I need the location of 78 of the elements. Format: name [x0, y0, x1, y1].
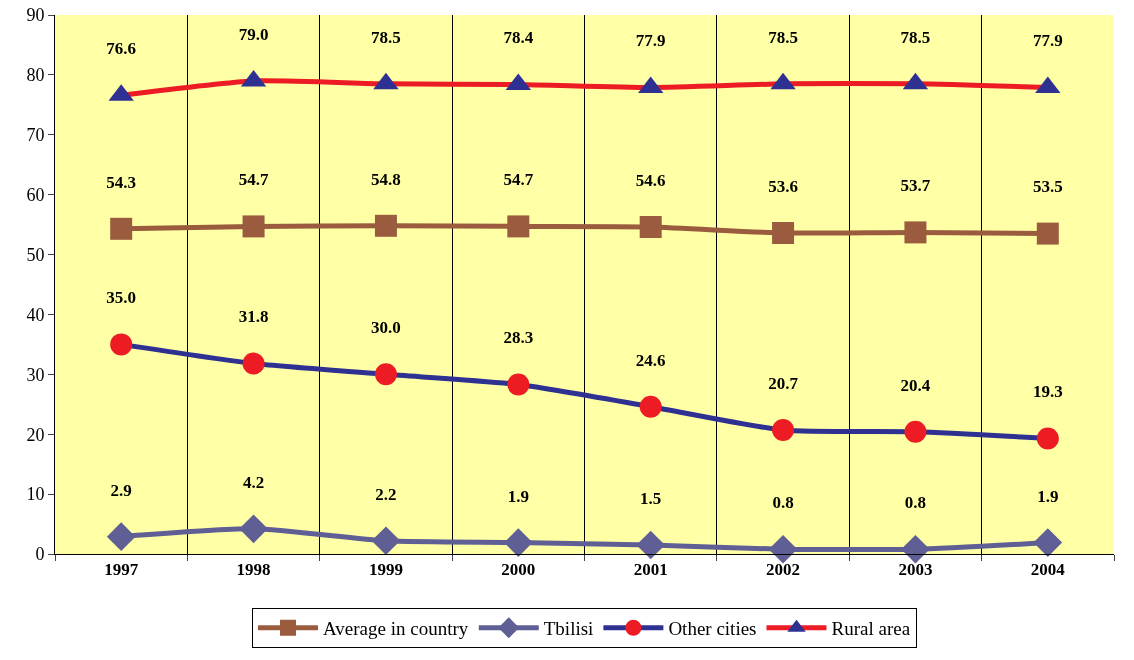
data-label: 77.9 — [1032, 31, 1063, 51]
y-tick-label: 60 — [26, 184, 45, 205]
data-label: 54.3 — [106, 172, 137, 192]
y-tick-label: 70 — [26, 125, 45, 146]
point — [374, 363, 397, 386]
data-label: 20.7 — [768, 373, 799, 393]
point — [636, 530, 665, 560]
data-label: 54.7 — [238, 170, 269, 190]
data-label: 77.9 — [635, 31, 666, 51]
data-label: 54.7 — [503, 170, 534, 190]
x-tick-label: 1997 — [104, 560, 139, 580]
point — [371, 526, 401, 556]
data-label: 1.9 — [507, 486, 529, 506]
data-label: 78.4 — [503, 28, 534, 48]
data-label: 53.7 — [900, 176, 931, 196]
y-tick-label: 10 — [26, 484, 45, 505]
data-label: 78.5 — [768, 27, 798, 47]
data-label: 0.8 — [772, 493, 794, 513]
point — [639, 216, 662, 239]
data-label: 53.5 — [1032, 177, 1063, 197]
data-label: 1.5 — [640, 488, 662, 508]
point — [772, 222, 795, 244]
y-tick-label: 40 — [26, 304, 45, 325]
point — [507, 215, 530, 238]
point — [901, 534, 930, 564]
point — [239, 514, 268, 544]
point — [772, 419, 795, 442]
y-tick-label: 90 — [26, 5, 45, 26]
point — [110, 217, 133, 240]
point — [374, 214, 397, 237]
data-label: 1.9 — [1037, 486, 1059, 506]
y-tick-label: 50 — [26, 244, 45, 265]
legend-label: Tbilisi — [543, 618, 594, 640]
data-label: 2.2 — [375, 484, 397, 504]
x-tick-label: 2002 — [766, 560, 801, 580]
point — [1036, 427, 1059, 450]
data-label: 28.3 — [503, 328, 534, 348]
x-tick-label: 1999 — [368, 560, 403, 580]
data-label: 35.0 — [106, 288, 137, 308]
data-label: 78.5 — [900, 27, 931, 47]
x-tick-label: 2001 — [633, 560, 668, 580]
data-label: 20.4 — [900, 375, 931, 395]
data-label: 4.2 — [242, 472, 265, 492]
data-label: 31.8 — [238, 307, 269, 327]
point — [106, 522, 136, 551]
point — [504, 528, 533, 557]
point — [904, 420, 927, 443]
data-label: 76.6 — [106, 39, 137, 59]
data-label: 54.8 — [371, 169, 401, 189]
data-label: 79.0 — [238, 24, 269, 44]
data-label: 30.0 — [371, 318, 401, 338]
legend-label: Rural area — [831, 618, 911, 640]
point — [242, 215, 265, 238]
data-label: 24.6 — [635, 350, 666, 370]
data-label: 2.9 — [110, 480, 132, 500]
point — [1033, 528, 1063, 557]
data-label: 53.6 — [768, 176, 798, 196]
data-label: 54.6 — [635, 170, 666, 190]
data-label: 78.5 — [371, 27, 401, 47]
x-tick-label: 2004 — [1030, 560, 1066, 580]
point — [768, 534, 798, 564]
point — [507, 373, 530, 396]
point — [110, 333, 133, 356]
y-tick-label: 80 — [26, 65, 45, 86]
x-tick-label: 1998 — [236, 560, 271, 580]
x-tick-label: 2000 — [501, 560, 536, 580]
point — [1036, 222, 1059, 245]
x-tick-label: 2003 — [898, 560, 933, 580]
legend-label: Other cities — [668, 618, 757, 640]
point — [639, 395, 662, 418]
data-label: 0.8 — [904, 493, 927, 513]
y-tick-label: 0 — [35, 544, 45, 565]
point — [242, 352, 265, 375]
y-tick-label: 20 — [26, 424, 45, 445]
point — [904, 221, 927, 244]
y-tick-label: 30 — [26, 364, 45, 385]
legend-label: Average in country — [323, 618, 469, 640]
data-label: 19.3 — [1032, 382, 1063, 402]
